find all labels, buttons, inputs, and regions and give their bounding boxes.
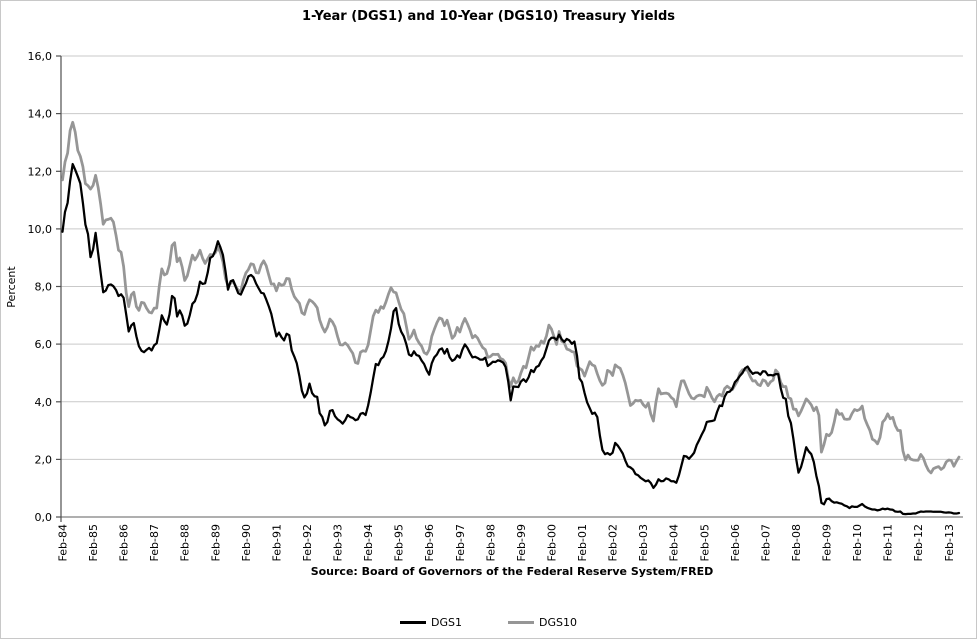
x-tick-label: Feb-85 — [87, 524, 100, 561]
legend: DGS1 DGS10 — [1, 616, 976, 629]
y-tick-label: 2,0 — [35, 453, 53, 466]
x-tick-label: Feb-05 — [698, 524, 711, 561]
y-axis-labels: 0,0 2,0 4,0 6,0 8,0 10,0 12,0 14,0 16,0 — [28, 50, 53, 524]
x-tick-label: Feb-99 — [515, 524, 528, 561]
x-tick-label: Feb-08 — [790, 524, 803, 561]
x-tick-label: Feb-87 — [148, 524, 161, 561]
x-tick-label: Feb-96 — [423, 524, 436, 561]
y-tick-label: 10,0 — [28, 223, 53, 236]
y-tick-label: 0,0 — [35, 511, 53, 524]
x-tick-label: Feb-12 — [912, 524, 925, 561]
x-tick-label: Feb-07 — [759, 524, 772, 561]
legend-item-dgs10: DGS10 — [508, 616, 577, 629]
axes — [56, 55, 963, 522]
chart-title: 1-Year (DGS1) and 10-Year (DGS10) Treasu… — [301, 9, 676, 24]
x-tick-label: Feb-97 — [454, 524, 467, 561]
legend-item-dgs1: DGS1 — [400, 616, 462, 629]
dgs1-line — [61, 162, 961, 516]
y-tick-label: 14,0 — [28, 108, 53, 121]
x-tick-label: Feb-06 — [729, 524, 742, 561]
x-tick-label: Feb-88 — [179, 524, 192, 561]
x-tick-label: Feb-01 — [576, 524, 589, 561]
x-tick-label: Feb-09 — [821, 524, 834, 561]
x-tick-label: Feb-91 — [270, 524, 283, 561]
x-tick-label: Feb-10 — [851, 524, 864, 561]
x-tick-label: Feb-98 — [484, 524, 497, 561]
y-tick-label: 16,0 — [28, 50, 53, 63]
gridlines — [61, 55, 963, 460]
dgs1-line-swatch — [400, 621, 427, 624]
x-tick-label: Feb-03 — [637, 524, 650, 561]
x-tick-label: Feb-90 — [240, 524, 253, 561]
y-axis-title: Percent — [5, 266, 18, 308]
x-tick-label: Feb-84 — [57, 524, 70, 561]
x-tick-label: Feb-02 — [607, 524, 620, 561]
legend-label-dgs1: DGS1 — [431, 616, 462, 629]
y-tick-label: 6,0 — [35, 338, 53, 351]
x-tick-label: Feb-13 — [943, 524, 956, 561]
x-axis-labels: Feb-84 Feb-85 Feb-86 Feb-87 Feb-88 Feb-89 Feb-… — [57, 524, 956, 561]
x-tick-label: Feb-94 — [362, 524, 375, 561]
source-note: Source: Board of Governors of the Federa… — [310, 565, 714, 578]
x-tick-label: Feb-86 — [118, 524, 131, 561]
y-tick-label: 8,0 — [35, 281, 53, 294]
dgs10-line-swatch — [508, 621, 534, 624]
x-tick-label: Feb-95 — [393, 524, 406, 561]
x-tick-label: Feb-00 — [546, 524, 559, 561]
x-tick-label: Feb-04 — [668, 524, 681, 561]
y-tick-label: 4,0 — [35, 396, 53, 409]
x-tick-label: Feb-92 — [301, 524, 314, 561]
x-tick-label: Feb-89 — [209, 524, 222, 561]
x-tick-label: Feb-93 — [332, 524, 345, 561]
x-tick-label: Feb-11 — [882, 524, 895, 561]
y-tick-label: 12,0 — [28, 165, 53, 178]
legend-label-dgs10: DGS10 — [539, 616, 577, 629]
dgs10-line — [61, 120, 961, 475]
